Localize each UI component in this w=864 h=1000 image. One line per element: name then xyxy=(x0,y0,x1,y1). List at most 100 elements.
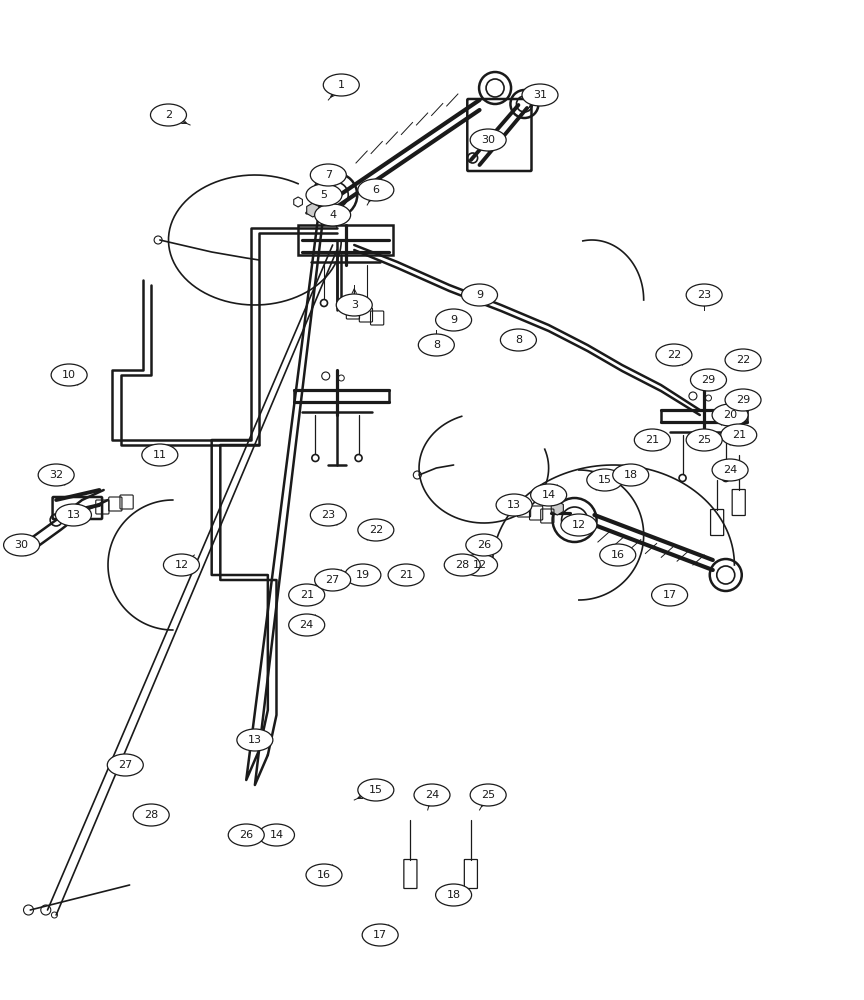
Ellipse shape xyxy=(323,74,359,96)
Text: 30: 30 xyxy=(15,540,29,550)
Circle shape xyxy=(355,454,362,462)
Ellipse shape xyxy=(237,729,273,751)
Text: 24: 24 xyxy=(300,620,314,630)
Ellipse shape xyxy=(686,284,722,306)
Ellipse shape xyxy=(51,364,87,386)
Ellipse shape xyxy=(362,924,398,946)
Text: 31: 31 xyxy=(533,90,547,100)
Text: 25: 25 xyxy=(697,435,711,445)
Text: 16: 16 xyxy=(611,550,625,560)
Text: 26: 26 xyxy=(239,830,253,840)
Text: 17: 17 xyxy=(373,930,387,940)
Text: 28: 28 xyxy=(455,560,469,570)
Ellipse shape xyxy=(289,584,325,606)
Text: 7: 7 xyxy=(325,170,332,180)
Text: 4: 4 xyxy=(329,210,336,220)
Text: 18: 18 xyxy=(447,890,461,900)
Text: 9: 9 xyxy=(450,315,457,325)
Text: 14: 14 xyxy=(542,490,556,500)
Ellipse shape xyxy=(3,534,40,556)
Text: 14: 14 xyxy=(270,830,283,840)
Ellipse shape xyxy=(461,284,498,306)
Text: 32: 32 xyxy=(49,470,63,480)
Ellipse shape xyxy=(358,519,394,541)
Ellipse shape xyxy=(500,329,537,351)
Text: 12: 12 xyxy=(175,560,188,570)
Ellipse shape xyxy=(651,584,688,606)
Text: 27: 27 xyxy=(326,575,340,585)
Text: 27: 27 xyxy=(118,760,132,770)
Text: 11: 11 xyxy=(153,450,167,460)
Text: 18: 18 xyxy=(624,470,638,480)
Ellipse shape xyxy=(725,389,761,411)
Text: 13: 13 xyxy=(67,510,80,520)
Text: 28: 28 xyxy=(144,810,158,820)
Text: 13: 13 xyxy=(248,735,262,745)
Ellipse shape xyxy=(461,554,498,576)
Ellipse shape xyxy=(587,469,623,491)
Ellipse shape xyxy=(725,349,761,371)
Ellipse shape xyxy=(306,184,342,206)
Text: 9: 9 xyxy=(476,290,483,300)
Ellipse shape xyxy=(712,404,748,426)
Ellipse shape xyxy=(530,484,567,506)
Text: 8: 8 xyxy=(515,335,522,345)
Text: 23: 23 xyxy=(697,290,711,300)
Ellipse shape xyxy=(150,104,187,126)
Text: 25: 25 xyxy=(481,790,495,800)
Text: 17: 17 xyxy=(663,590,677,600)
Ellipse shape xyxy=(418,334,454,356)
Text: 3: 3 xyxy=(351,300,358,310)
Ellipse shape xyxy=(388,564,424,586)
Ellipse shape xyxy=(656,344,692,366)
Text: 22: 22 xyxy=(369,525,383,535)
Ellipse shape xyxy=(306,864,342,886)
Ellipse shape xyxy=(561,514,597,536)
Ellipse shape xyxy=(314,569,351,591)
Ellipse shape xyxy=(310,164,346,186)
Ellipse shape xyxy=(314,204,351,226)
Text: 21: 21 xyxy=(645,435,659,445)
Text: 6: 6 xyxy=(372,185,379,195)
Text: 5: 5 xyxy=(321,190,327,200)
Text: 1: 1 xyxy=(338,80,345,90)
Ellipse shape xyxy=(358,179,394,201)
Text: 20: 20 xyxy=(723,410,737,420)
Text: 12: 12 xyxy=(473,560,486,570)
Ellipse shape xyxy=(163,554,200,576)
Text: 2: 2 xyxy=(165,110,172,120)
Text: 21: 21 xyxy=(300,590,314,600)
Text: 30: 30 xyxy=(481,135,495,145)
Circle shape xyxy=(679,475,686,482)
Ellipse shape xyxy=(634,429,670,451)
Circle shape xyxy=(321,300,327,306)
Ellipse shape xyxy=(522,84,558,106)
Text: 26: 26 xyxy=(477,540,491,550)
Ellipse shape xyxy=(721,424,757,446)
Ellipse shape xyxy=(345,564,381,586)
Ellipse shape xyxy=(310,504,346,526)
Ellipse shape xyxy=(466,534,502,556)
Ellipse shape xyxy=(38,464,74,486)
Text: 12: 12 xyxy=(572,520,586,530)
Ellipse shape xyxy=(358,779,394,801)
Ellipse shape xyxy=(289,614,325,636)
Ellipse shape xyxy=(613,464,649,486)
Text: 29: 29 xyxy=(736,395,750,405)
Ellipse shape xyxy=(142,444,178,466)
Ellipse shape xyxy=(258,824,295,846)
Circle shape xyxy=(364,300,371,306)
Ellipse shape xyxy=(133,804,169,826)
Ellipse shape xyxy=(690,369,727,391)
Text: 19: 19 xyxy=(356,570,370,580)
Ellipse shape xyxy=(600,544,636,566)
Text: 8: 8 xyxy=(433,340,440,350)
Text: 29: 29 xyxy=(702,375,715,385)
Ellipse shape xyxy=(496,494,532,516)
Text: 15: 15 xyxy=(369,785,383,795)
Text: 13: 13 xyxy=(507,500,521,510)
Ellipse shape xyxy=(470,129,506,151)
Ellipse shape xyxy=(712,459,748,481)
Ellipse shape xyxy=(686,429,722,451)
Text: 10: 10 xyxy=(62,370,76,380)
